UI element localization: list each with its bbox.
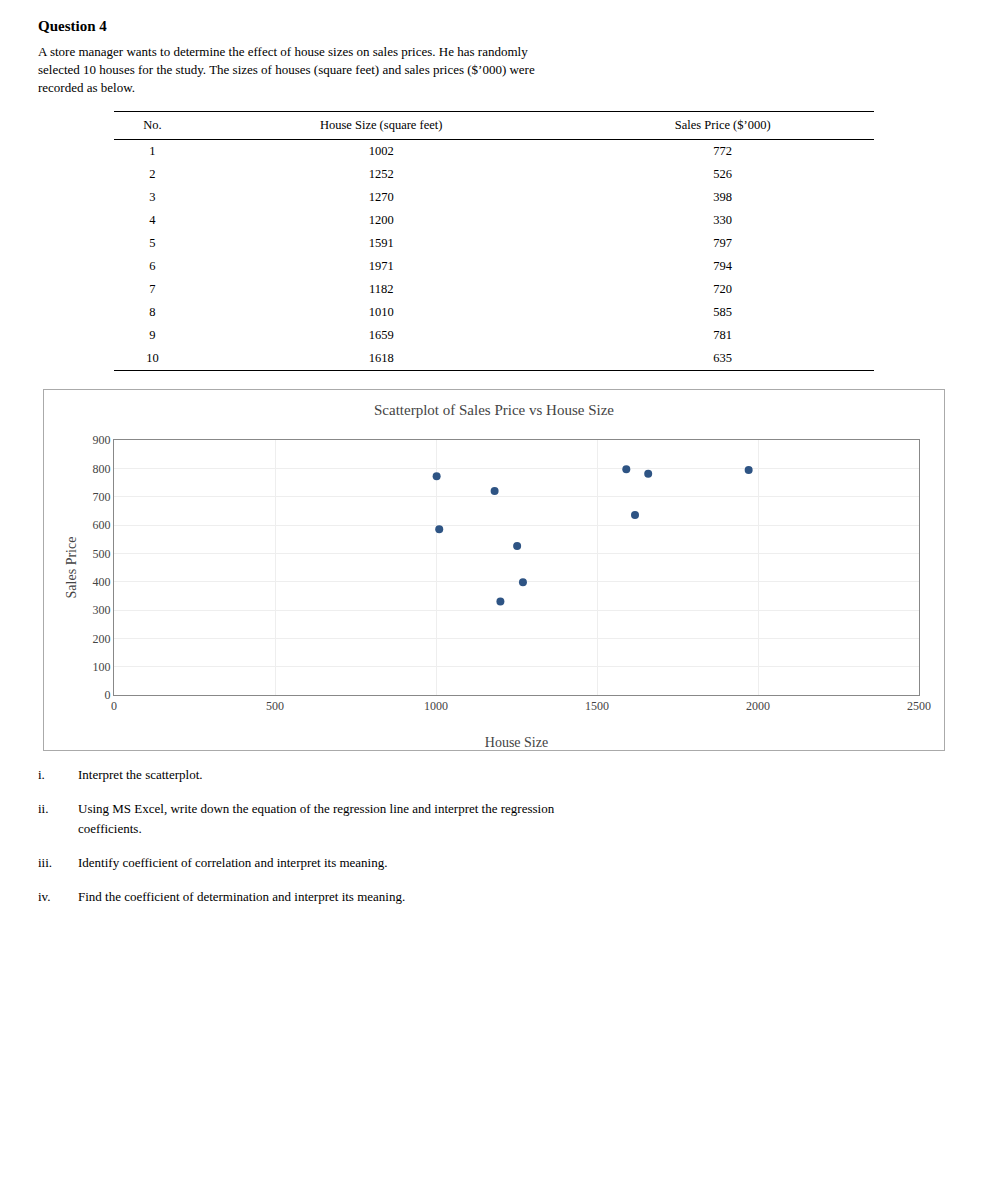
svg-text:700: 700 bbox=[93, 490, 111, 504]
html-text:1: 1 bbox=[149, 144, 156, 158]
svg-text:Scatterplot of Sales Price vs: Scatterplot of Sales Price vs House Size bbox=[374, 402, 614, 418]
html-text:1591: 1591 bbox=[368, 236, 394, 250]
svg-text:200: 200 bbox=[93, 632, 111, 646]
svg-text:0: 0 bbox=[111, 699, 117, 713]
html-text:585: 585 bbox=[713, 305, 733, 319]
html-text:1010: 1010 bbox=[368, 305, 394, 319]
html-text:635: 635 bbox=[713, 351, 733, 365]
html-text:1659: 1659 bbox=[368, 328, 394, 342]
html-text:ii.: ii. bbox=[38, 801, 49, 816]
html-text:797: 797 bbox=[713, 236, 733, 250]
html-text:781: 781 bbox=[713, 328, 733, 342]
svg-text:100: 100 bbox=[93, 660, 111, 674]
html-text:House Size (square feet): House Size (square feet) bbox=[319, 118, 443, 132]
html-text:8: 8 bbox=[149, 305, 156, 319]
html-text:9: 9 bbox=[149, 328, 156, 342]
svg-text:1000: 1000 bbox=[424, 699, 448, 713]
html-text:recorded as below.: recorded as below. bbox=[38, 80, 135, 95]
html-text:5: 5 bbox=[149, 236, 156, 250]
svg-text:2500: 2500 bbox=[907, 699, 931, 713]
svg-text:0: 0 bbox=[105, 688, 111, 702]
html-text:720: 720 bbox=[713, 282, 733, 296]
svg-text:House Size: House Size bbox=[485, 735, 548, 750]
svg-text:1500: 1500 bbox=[585, 699, 609, 713]
html-text:3: 3 bbox=[149, 190, 156, 204]
svg-text:900: 900 bbox=[93, 433, 111, 447]
svg-text:500: 500 bbox=[93, 547, 111, 561]
html-text:iv.: iv. bbox=[38, 889, 51, 904]
html-text:1971: 1971 bbox=[368, 259, 394, 273]
html-text:No.: No. bbox=[143, 118, 162, 132]
html-text:Using MS Excel, write down the: Using MS Excel, write down the equation … bbox=[78, 801, 555, 816]
html-text:iii.: iii. bbox=[38, 855, 53, 870]
html-text:Interpret the scatterplot.: Interpret the scatterplot. bbox=[78, 767, 203, 782]
svg-text:600: 600 bbox=[93, 518, 111, 532]
html-text:398: 398 bbox=[713, 190, 733, 204]
svg-text:300: 300 bbox=[93, 603, 111, 617]
html-text:4: 4 bbox=[149, 213, 156, 227]
html-text:794: 794 bbox=[713, 259, 733, 273]
html-text:A store manager wants to deter: A store manager wants to determine the e… bbox=[38, 44, 528, 59]
svg-text:2000: 2000 bbox=[746, 699, 770, 713]
svg-text:400: 400 bbox=[93, 575, 111, 589]
html-text:6: 6 bbox=[149, 259, 156, 273]
html-text:1200: 1200 bbox=[368, 213, 394, 227]
html-text:1182: 1182 bbox=[368, 282, 394, 296]
html-text:772: 772 bbox=[713, 144, 733, 158]
html-text:2: 2 bbox=[149, 167, 156, 181]
html-text:selected 10 houses for the stu: selected 10 houses for the study. The si… bbox=[38, 62, 535, 77]
html-text:i.: i. bbox=[38, 767, 45, 782]
html-text:10: 10 bbox=[146, 351, 159, 365]
html-text:coefficients.: coefficients. bbox=[78, 821, 142, 836]
html-text:7: 7 bbox=[149, 282, 156, 296]
html-text:Identify coefficient of correl: Identify coefficient of correlation and … bbox=[78, 855, 388, 870]
svg-text:500: 500 bbox=[266, 699, 284, 713]
html-text:Find the coefficient of determ: Find the coefficient of determination an… bbox=[78, 889, 406, 904]
html-text:1618: 1618 bbox=[368, 351, 394, 365]
html-text:1002: 1002 bbox=[368, 144, 394, 158]
svg-text:Sales Price: Sales Price bbox=[64, 537, 79, 599]
html-text:1252: 1252 bbox=[368, 167, 394, 181]
html-text:Question 4: Question 4 bbox=[38, 18, 107, 34]
html-text:1270: 1270 bbox=[368, 190, 394, 204]
html-text:Sales Price ($’000): Sales Price ($’000) bbox=[674, 118, 771, 132]
html-text:526: 526 bbox=[713, 167, 733, 181]
html-text:330: 330 bbox=[713, 213, 733, 227]
svg-text:800: 800 bbox=[93, 462, 111, 476]
